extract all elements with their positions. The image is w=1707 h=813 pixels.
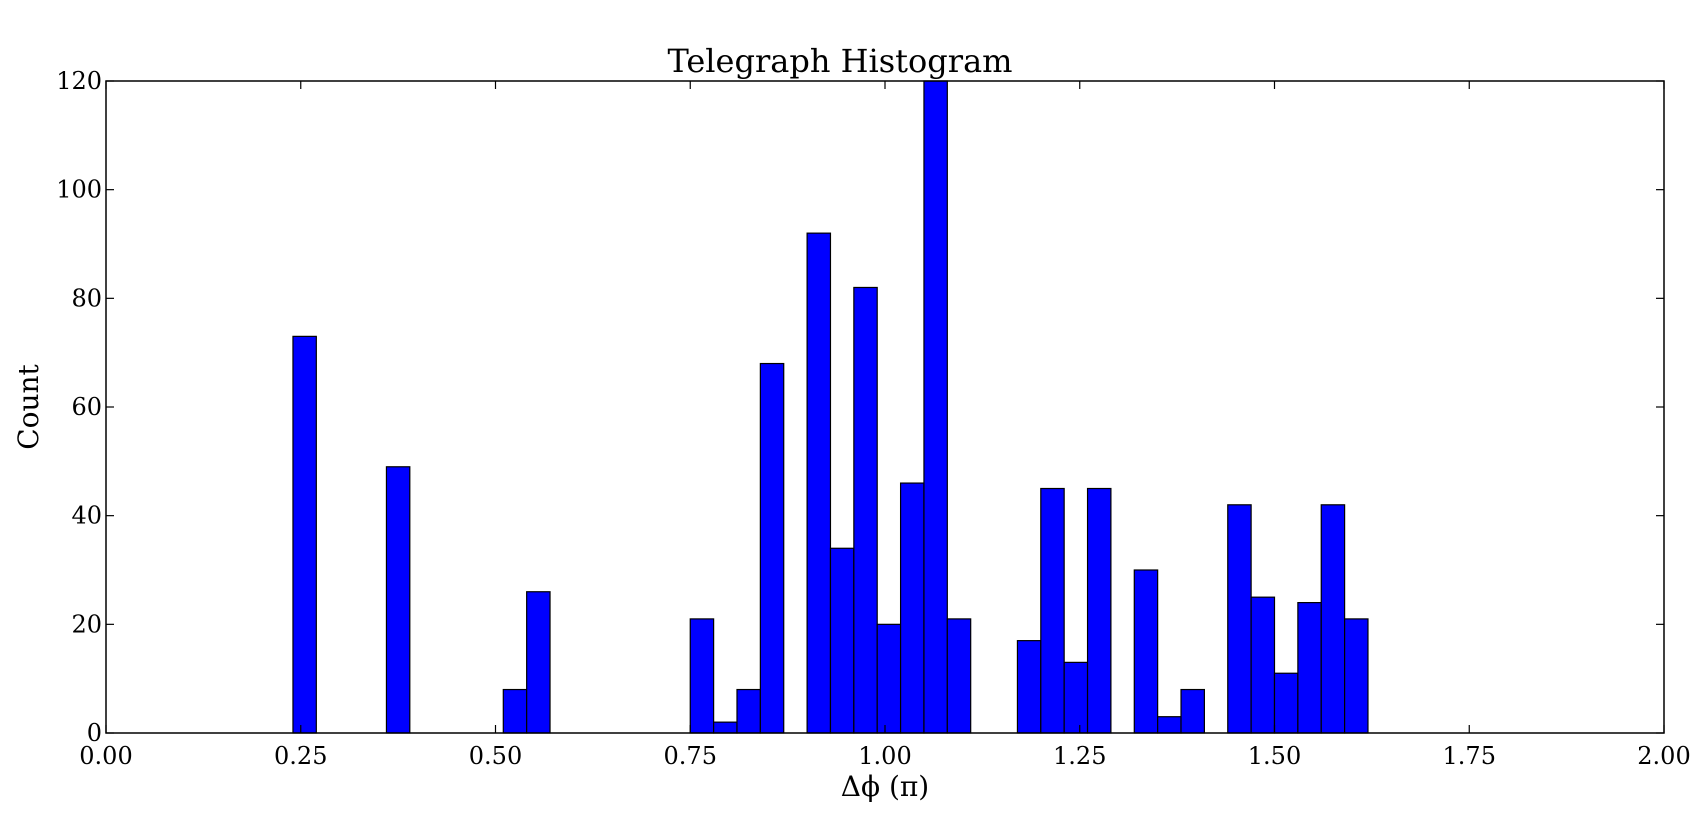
- y-tick-label: 100: [56, 176, 102, 204]
- x-tick-label: 0.75: [664, 742, 717, 770]
- histogram-bar: [1250, 596, 1276, 734]
- y-tick-label: 120: [56, 67, 102, 95]
- histogram-bar: [1180, 688, 1205, 734]
- y-axis-label: Count: [12, 363, 45, 449]
- x-axis-label: Δϕ (π): [841, 770, 929, 803]
- histogram-bar: [1273, 672, 1299, 734]
- x-tick-label: 2.00: [1637, 742, 1690, 770]
- histogram-bar: [689, 618, 715, 734]
- histogram-bar: [876, 623, 902, 734]
- histogram-bar: [923, 80, 948, 734]
- histogram-bar: [899, 482, 925, 734]
- histogram-bar: [853, 286, 878, 734]
- chart-title: Telegraph Histogram: [668, 42, 1013, 80]
- y-tick-label: 20: [71, 610, 102, 638]
- histogram-bar: [736, 688, 761, 734]
- x-tick-label: 0.25: [274, 742, 327, 770]
- x-tick-label: 1.00: [858, 742, 911, 770]
- histogram-bar: [829, 547, 855, 734]
- y-tick-label: 60: [71, 393, 102, 421]
- histogram-bar: [1133, 569, 1159, 734]
- histogram-bar: [1344, 618, 1369, 734]
- x-tick-label: 1.75: [1443, 742, 1496, 770]
- histogram-bar: [946, 618, 972, 734]
- y-tick-label: 0: [87, 719, 102, 747]
- histogram-bar: [1040, 487, 1065, 734]
- histogram-bar: [292, 335, 317, 734]
- histogram-bar: [1227, 504, 1252, 734]
- x-tick-label: 1.25: [1053, 742, 1106, 770]
- x-tick-label: 1.50: [1248, 742, 1301, 770]
- histogram-bar: [806, 232, 832, 734]
- histogram-bar: [385, 466, 411, 734]
- histogram-bar: [1063, 661, 1089, 734]
- histogram-bar: [526, 591, 551, 734]
- histogram-bar: [1157, 716, 1182, 734]
- ticks-group: 0.00 0.25 0.50 0.75 1.00 1.25 1.50 1.75 2.00 0 20 4…: [56, 67, 1691, 770]
- histogram-bar: [1297, 601, 1322, 734]
- x-tick-label: 0.50: [469, 742, 522, 770]
- y-tick-label: 80: [71, 284, 102, 312]
- plot-frame: [105, 80, 1665, 734]
- x-tick-label: 0.00: [79, 742, 132, 770]
- y-tick-label: 40: [71, 502, 102, 530]
- histogram-bar: [713, 721, 738, 734]
- bars-group: [292, 80, 1369, 734]
- histogram-bar: [1086, 487, 1112, 734]
- histogram-bar: [502, 688, 528, 734]
- histogram-bar: [759, 362, 785, 734]
- histogram-bar: [1320, 504, 1346, 734]
- histogram-bar: [1016, 640, 1042, 734]
